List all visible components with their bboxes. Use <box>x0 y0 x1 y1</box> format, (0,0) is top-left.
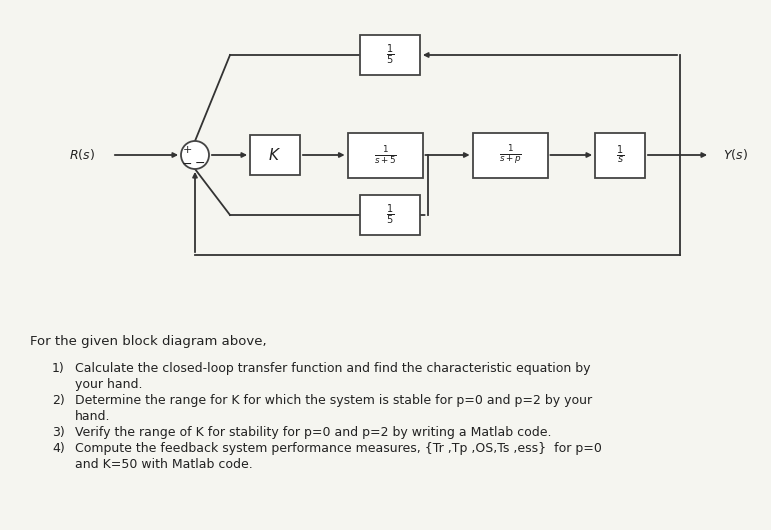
Text: $\frac{1}{s+5}$: $\frac{1}{s+5}$ <box>374 144 396 166</box>
Bar <box>360 195 420 235</box>
Text: hand.: hand. <box>75 410 110 423</box>
Text: Compute the feedback system performance measures, {Tr ,Tp ,OS,Ts ,ess}  for p=0: Compute the feedback system performance … <box>75 442 602 455</box>
Text: Verify the range of K for stability for p=0 and p=2 by writing a Matlab code.: Verify the range of K for stability for … <box>75 426 551 439</box>
Text: Calculate the closed-loop transfer function and find the characteristic equation: Calculate the closed-loop transfer funct… <box>75 362 591 375</box>
Bar <box>473 132 547 178</box>
Text: Determine the range for K for which the system is stable for p=0 and p=2 by your: Determine the range for K for which the … <box>75 394 592 407</box>
Text: $R(s)$: $R(s)$ <box>69 147 95 163</box>
Text: $\frac{1}{5}$: $\frac{1}{5}$ <box>386 203 394 227</box>
Text: 3): 3) <box>52 426 65 439</box>
Text: 1): 1) <box>52 362 65 375</box>
Bar <box>360 35 420 75</box>
Text: +: + <box>182 145 192 155</box>
Text: and K=50 with Matlab code.: and K=50 with Matlab code. <box>75 458 253 471</box>
Text: $\frac{1}{s}$: $\frac{1}{s}$ <box>616 144 624 166</box>
Text: your hand.: your hand. <box>75 378 143 391</box>
Text: $Y(s)$: $Y(s)$ <box>722 147 747 163</box>
Text: $K$: $K$ <box>268 147 281 163</box>
Text: 4): 4) <box>52 442 65 455</box>
Text: $\frac{1}{5}$: $\frac{1}{5}$ <box>386 43 394 67</box>
Text: For the given block diagram above,: For the given block diagram above, <box>30 335 267 348</box>
Text: −: − <box>182 157 192 171</box>
Text: 2): 2) <box>52 394 65 407</box>
Bar <box>250 135 300 175</box>
Bar <box>595 132 645 178</box>
Text: −: − <box>195 156 205 170</box>
Bar <box>348 132 423 178</box>
Circle shape <box>181 141 209 169</box>
Text: $\frac{1}{s+p}$: $\frac{1}{s+p}$ <box>499 144 521 166</box>
